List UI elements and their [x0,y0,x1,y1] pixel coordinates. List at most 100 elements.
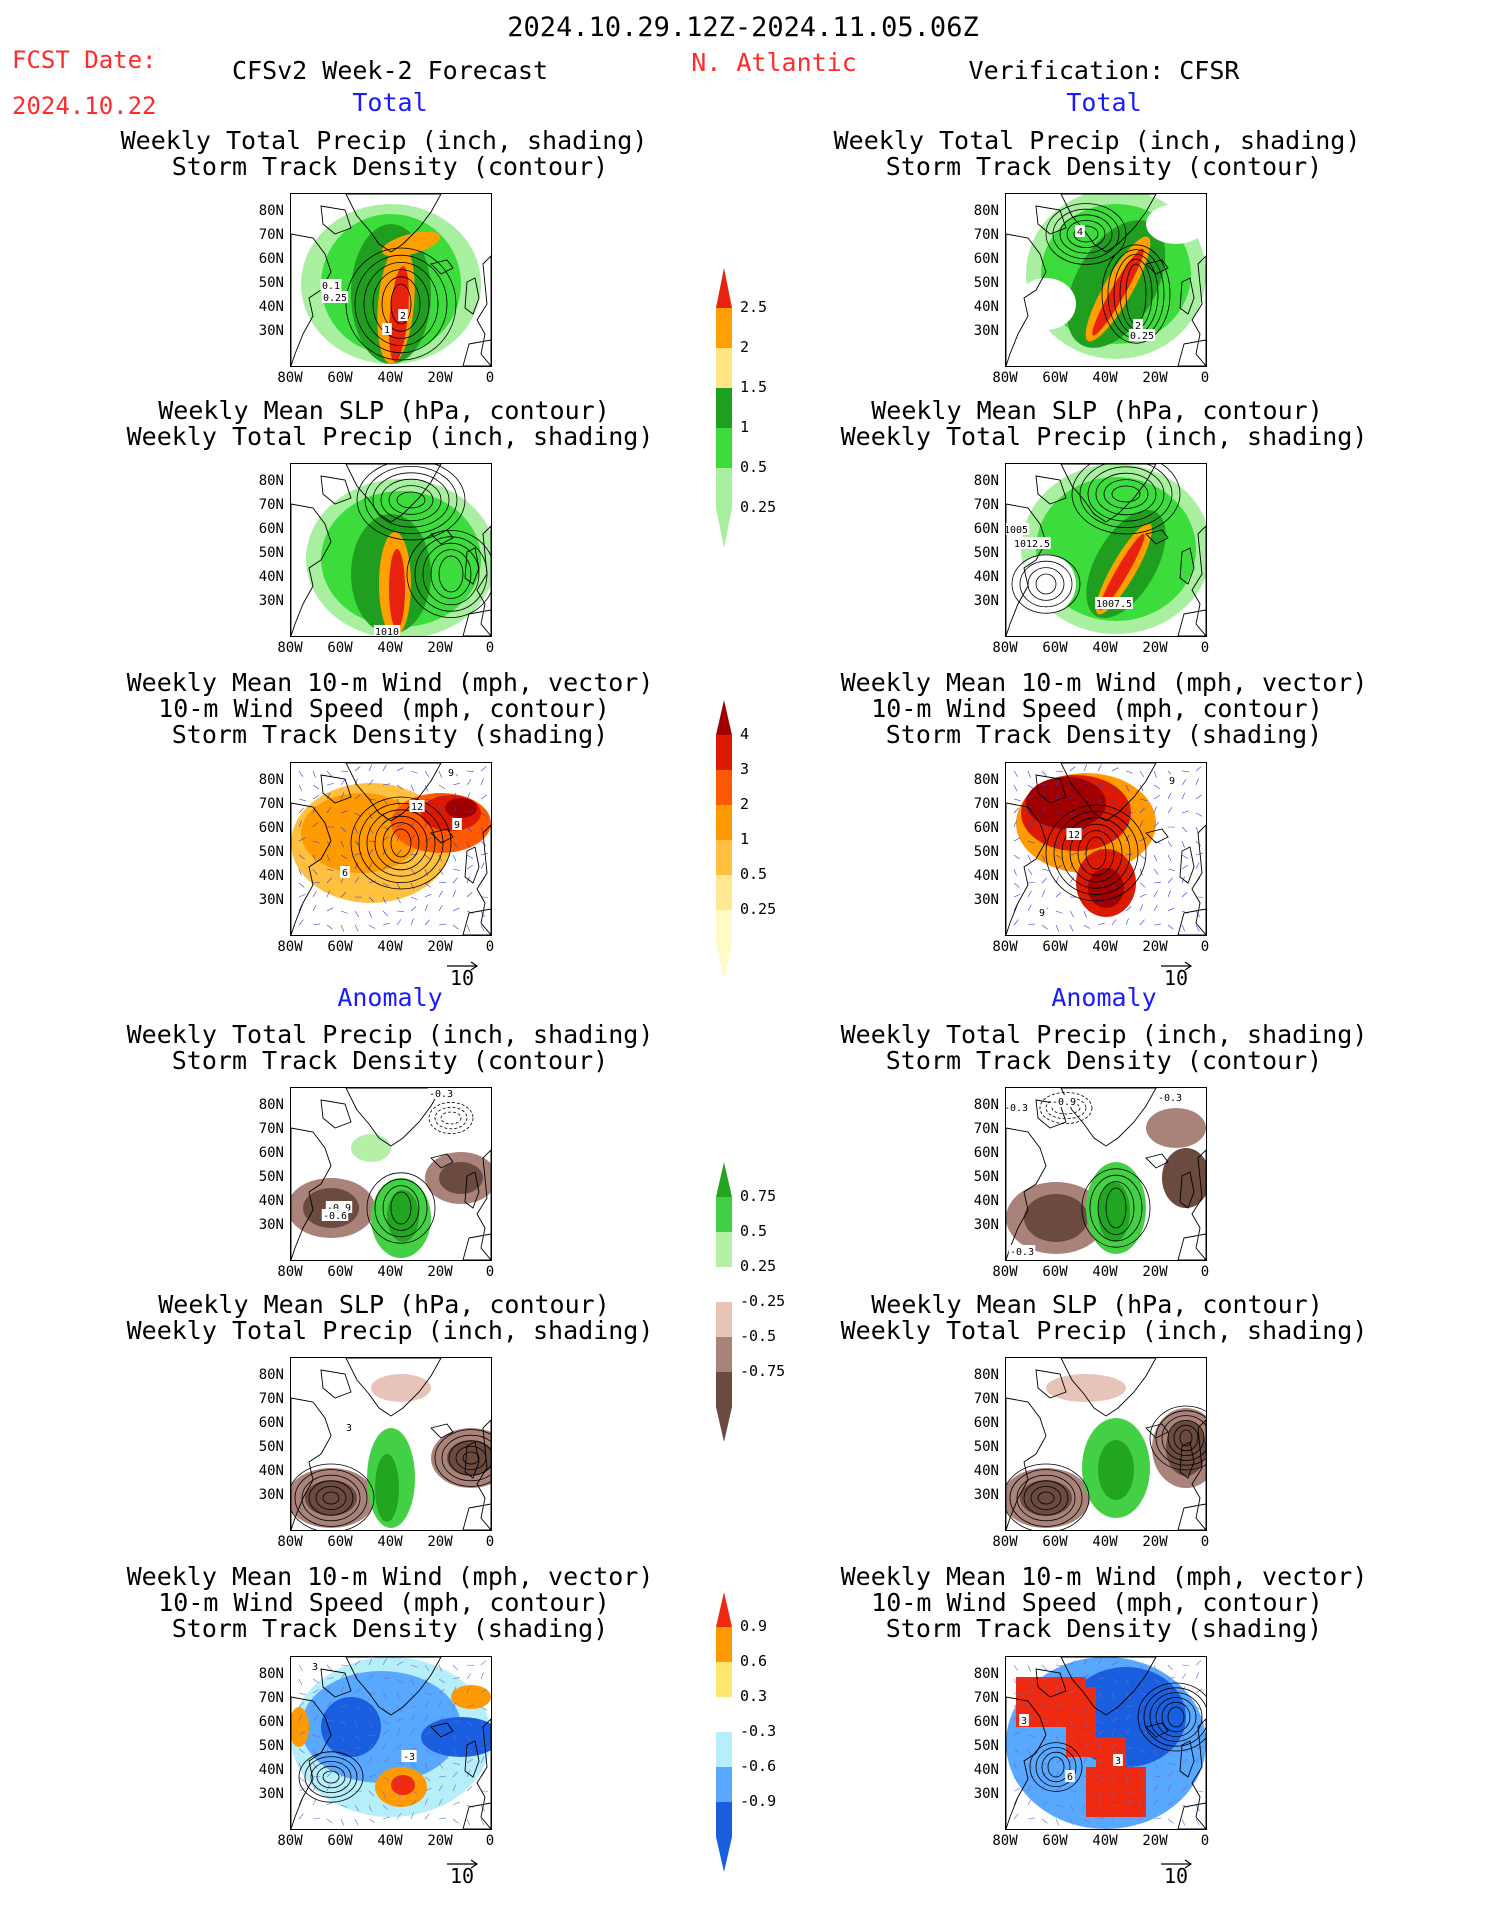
map-precip-storm-anomaly-verification: -0.9 -0.3 -0.3 -0.3 [1005,1087,1207,1261]
lon-tick-label: 80W [992,1833,1018,1849]
colorbar-tick-label: 0.9 [740,1617,768,1635]
svg-text:-0.3: -0.3 [1158,1093,1182,1104]
lon-tick-label: 40W [1092,1534,1118,1550]
lat-tick-label: 30N [973,892,999,909]
lat-tick-label: 40N [258,1193,284,1210]
lat-tick-label: 60N [258,820,284,837]
map-p3-left-canvas: 9 12 9 6 [291,763,491,935]
p1-left-title-1: Weekly Total Precip (inch, shading) [120,126,648,155]
map-p5-right-canvas [1006,1358,1206,1530]
verification-label: Verification: CFSR [968,56,1240,85]
p6-left-title-2: 10-m Wind Speed (mph, contour) [158,1588,610,1617]
lon-tick-label: 40W [1092,1264,1118,1280]
lon-tick-label: 40W [377,1264,403,1280]
lon-tick-label: 60W [1042,1264,1068,1280]
lon-tick-label: 80W [277,939,303,955]
forecast-label: CFSv2 Week-2 Forecast [231,56,549,85]
vector-ref-arrow-total-left [446,956,480,975]
svg-text:9: 9 [454,820,460,831]
svg-text:12: 12 [1068,830,1080,841]
p1-right-title-1: Weekly Total Precip (inch, shading) [833,126,1361,155]
date-range-title: 2024.10.29.12Z-2024.11.05.06Z [507,12,979,43]
lat-tick-label: 40N [973,1193,999,1210]
map-precip-storm-total-forecast: 0.1 0.25 2 1 [290,193,492,367]
svg-text:1: 1 [384,325,390,336]
lon-tick-label: 20W [427,1534,453,1550]
lat-tick-label: 30N [258,593,284,610]
lat-tick-label: 70N [258,1690,284,1707]
p6-right-title-2: 10-m Wind Speed (mph, contour) [871,1588,1323,1617]
svg-text:1007.5: 1007.5 [1096,599,1132,610]
map-slp-precip-total-verification: 1005 1012.5 1007.5 [1005,463,1207,637]
section-total-right: Total [1066,88,1142,117]
lat-tick-label: 40N [258,1463,284,1480]
lon-tick-label: 40W [377,1833,403,1849]
p4-right-title-2: Storm Track Density (contour) [885,1046,1323,1075]
map-wind-storm-anomaly-forecast: 3 -3 [290,1656,492,1830]
lat-tick-label: 50N [973,1169,999,1186]
lat-tick-label: 50N [973,844,999,861]
lat-tick-label: 40N [258,868,284,885]
colorbar-tick-label: 0.5 [740,458,768,476]
svg-text:3: 3 [1115,1756,1121,1767]
map-slp-precip-anomaly-forecast: 3 [290,1357,492,1531]
lon-tick-label: 60W [327,640,353,656]
svg-text:6: 6 [342,868,348,879]
svg-text:1010: 1010 [375,627,399,636]
cbar-precip-total-swatches [716,268,732,548]
lat-tick-label: 70N [973,796,999,813]
lon-tick-label: 80W [277,640,303,656]
lat-tick-label: 60N [973,521,999,538]
lat-tick-label: 60N [258,521,284,538]
lat-tick-label: 60N [973,1714,999,1731]
svg-text:-0.3: -0.3 [1006,1103,1028,1114]
lon-tick-label: 20W [427,1833,453,1849]
lon-tick-label: 60W [1042,640,1068,656]
lon-tick-label: 0 [485,1534,495,1550]
p6-left-title-1: Weekly Mean 10-m Wind (mph, vector) [126,1562,654,1591]
svg-text:9: 9 [448,768,454,779]
p5-right-title-1: Weekly Mean SLP (hPa, contour) [871,1290,1323,1319]
lat-tick-label: 30N [973,593,999,610]
lon-tick-label: 80W [992,939,1018,955]
p6-left-title-3: Storm Track Density (shading) [171,1614,609,1643]
map-precip-storm-anomaly-forecast: -0.3 -0.9 -0.6 [290,1087,492,1261]
colorbar-tick-label: -0.9 [740,1792,777,1810]
lon-tick-label: 60W [327,1534,353,1550]
lon-tick-label: 0 [485,370,495,386]
map-p2-left-canvas: 1010 [291,464,491,636]
lon-tick-label: 20W [1142,370,1168,386]
svg-text:3: 3 [312,1662,318,1673]
fcst-date-value: 2024.10.22 [12,92,157,120]
svg-text:-0.9: -0.9 [327,1203,351,1214]
lat-tick-label: 80N [258,1097,284,1114]
colorbar-tick-label: 2 [740,795,750,813]
colorbar-tick-label: -0.5 [740,1327,777,1345]
colorbar-precip-anomaly: 0.75 0.5 0.25 -0.25 -0.5 -0.75 [716,1162,806,1466]
lat-tick-label: 70N [258,227,284,244]
cbar-storm-total-swatches [716,700,732,980]
vector-ref-arrow-anomaly-right [1160,1854,1194,1873]
lat-tick-label: 60N [258,1145,284,1162]
lon-tick-label: 40W [377,1534,403,1550]
lat-tick-label: 40N [973,1762,999,1779]
colorbar-tick-label: 0.3 [740,1687,768,1705]
lat-tick-label: 40N [258,299,284,316]
map-p2-right-canvas: 1005 1012.5 1007.5 [1006,464,1206,636]
map-wind-storm-total-verification: 9 12 9 [1005,762,1207,936]
lat-tick-label: 40N [973,569,999,586]
lon-tick-label: 80W [277,1534,303,1550]
p5-left-title-1: Weekly Mean SLP (hPa, contour) [158,1290,610,1319]
lat-tick-label: 30N [973,1786,999,1803]
lat-tick-label: 50N [258,1439,284,1456]
colorbar-tick-label: -0.6 [740,1757,777,1775]
lon-tick-label: 0 [485,939,495,955]
svg-text:-0.6: -0.6 [323,1211,347,1222]
region-label: N. Atlantic [691,48,857,77]
lat-tick-label: 70N [258,497,284,514]
lon-tick-label: 40W [377,939,403,955]
p2-left-title-1: Weekly Mean SLP (hPa, contour) [158,396,610,425]
lon-tick-label: 0 [485,640,495,656]
lat-tick-label: 80N [973,203,999,220]
lat-tick-label: 40N [973,1463,999,1480]
